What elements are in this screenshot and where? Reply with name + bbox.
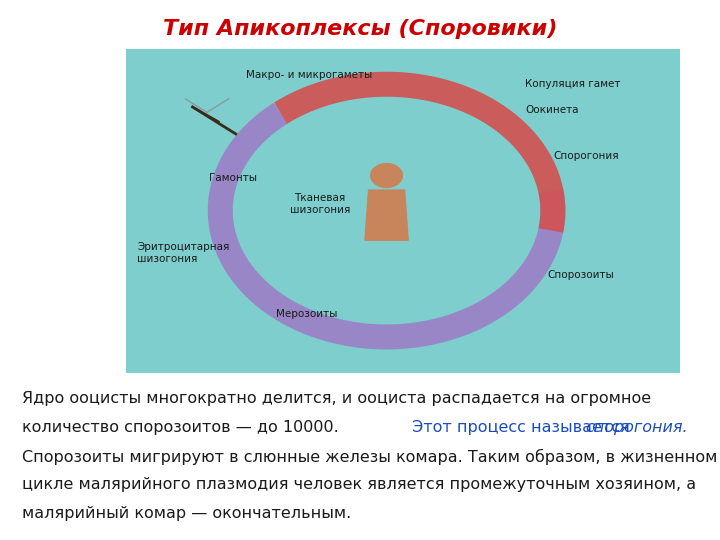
Text: Тип Апикоплексы (Споровики): Тип Апикоплексы (Споровики) — [163, 19, 557, 39]
Text: Этот процесс называется: Этот процесс называется — [407, 420, 634, 435]
Text: цикле малярийного плазмодия человек является промежуточным хозяином, а: цикле малярийного плазмодия человек явля… — [22, 477, 696, 492]
Text: Спорозоиты: Спорозоиты — [547, 271, 614, 280]
Text: Эритроцитарная
шизогония: Эритроцитарная шизогония — [137, 242, 230, 264]
Text: Спорозоиты мигрируют в слюнные железы комара. Таким образом, в жизненном: Спорозоиты мигрируют в слюнные железы ко… — [22, 449, 717, 465]
Text: малярийный комар — окончательным.: малярийный комар — окончательным. — [22, 506, 351, 521]
FancyBboxPatch shape — [126, 49, 680, 373]
Text: Гамонты: Гамонты — [209, 173, 257, 183]
Text: Ядро ооцисты многократно делится, и ооциста распадается на огромное: Ядро ооцисты многократно делится, и ооци… — [22, 392, 651, 407]
Text: Тканевая
шизогония: Тканевая шизогония — [290, 193, 350, 215]
Text: Макро- и микрогаметы: Макро- и микрогаметы — [246, 70, 372, 79]
Text: Оокинета: Оокинета — [525, 105, 579, 115]
Polygon shape — [365, 190, 408, 240]
Text: количество спорозоитов — до 10000.: количество спорозоитов — до 10000. — [22, 420, 338, 435]
Polygon shape — [260, 109, 513, 313]
Text: Спорогония: Спорогония — [553, 151, 618, 160]
Text: Мерозоиты: Мерозоиты — [276, 309, 337, 319]
Text: спорогония.: спорогония. — [585, 420, 688, 435]
Circle shape — [371, 164, 402, 187]
Text: Копуляция гамет: Копуляция гамет — [525, 79, 621, 89]
